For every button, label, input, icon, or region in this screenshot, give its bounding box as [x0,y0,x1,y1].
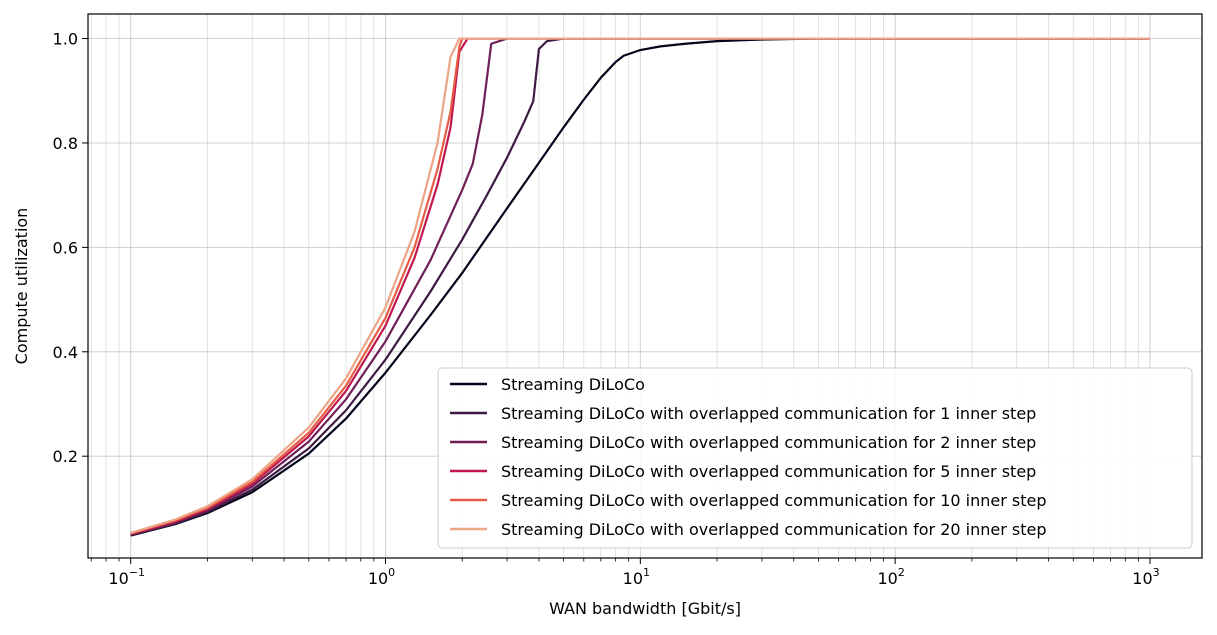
legend-label: Streaming DiLoCo with overlapped communi… [501,462,1036,481]
x-axis-label: WAN bandwidth [Gbit/s] [549,599,741,618]
y-tick-label: 0.8 [53,134,78,153]
x-tick-label: 101 [623,566,650,588]
series-line-3 [130,37,1150,536]
y-axis-label: Compute utilization [12,208,31,365]
x-tick-label: 100 [368,566,395,588]
x-tick-label: 103 [1132,566,1159,588]
x-axis-ticks: 10−1 100 101 102 103 [90,558,1160,588]
y-axis-ticks: 0.2 0.4 0.6 0.8 1.0 [53,30,88,466]
series-line-1 [130,37,1150,537]
legend-label: Streaming DiLoCo with overlapped communi… [501,404,1036,423]
legend-label: Streaming DiLoCo with overlapped communi… [501,491,1047,510]
y-tick-label: 1.0 [53,30,78,49]
x-tick-label: 10−1 [108,566,145,588]
legend-label: Streaming DiLoCo with overlapped communi… [501,520,1047,539]
series-line-6 [130,37,1150,534]
y-tick-label: 0.2 [53,447,78,466]
series-line-5 [130,37,1150,535]
legend-label: Streaming DiLoCo [501,375,645,394]
plot-frame [87,13,1203,559]
series-line-2 [130,37,1150,537]
y-tick-label: 0.4 [53,343,78,362]
x-tick-label: 102 [877,566,904,588]
y-tick-label: 0.6 [53,238,78,257]
legend-label: Streaming DiLoCo with overlapped communi… [501,433,1036,452]
series-lines [130,37,1150,537]
legend-box [437,367,1193,549]
legend: Streaming DiLoCo Streaming DiLoCo with ov… [437,367,1193,549]
